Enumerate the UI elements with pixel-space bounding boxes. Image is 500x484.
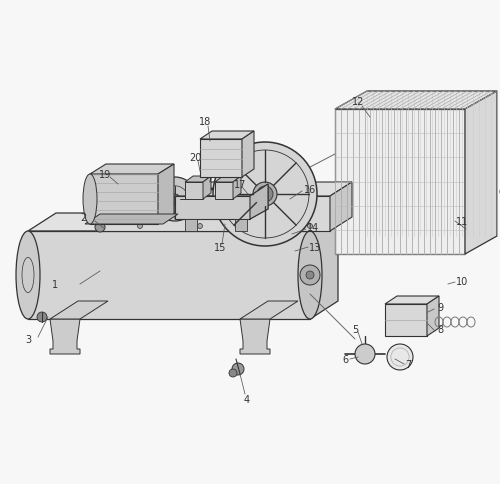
Polygon shape	[250, 184, 268, 220]
Text: 3: 3	[25, 334, 31, 344]
Polygon shape	[465, 92, 497, 255]
Text: 13: 13	[309, 242, 321, 253]
Polygon shape	[185, 220, 197, 231]
Circle shape	[302, 212, 308, 217]
Circle shape	[37, 312, 47, 322]
Circle shape	[232, 363, 244, 375]
Circle shape	[257, 187, 273, 203]
Text: 14: 14	[307, 223, 319, 232]
Text: 6: 6	[342, 354, 348, 364]
Polygon shape	[235, 220, 247, 231]
Text: 20: 20	[189, 152, 201, 163]
Polygon shape	[28, 231, 310, 319]
Polygon shape	[185, 182, 203, 199]
Text: 16: 16	[304, 184, 316, 195]
Polygon shape	[50, 319, 80, 354]
Circle shape	[229, 369, 237, 377]
Polygon shape	[240, 302, 298, 319]
Polygon shape	[200, 132, 254, 140]
Circle shape	[198, 224, 202, 229]
Polygon shape	[100, 182, 352, 197]
Circle shape	[306, 272, 314, 279]
Polygon shape	[215, 182, 233, 199]
Polygon shape	[233, 177, 241, 199]
Circle shape	[253, 182, 277, 207]
Polygon shape	[90, 175, 158, 225]
Polygon shape	[185, 177, 211, 182]
Polygon shape	[427, 296, 439, 336]
Text: 5: 5	[352, 324, 358, 334]
Polygon shape	[85, 214, 178, 225]
Polygon shape	[215, 177, 241, 182]
Polygon shape	[175, 184, 268, 220]
Polygon shape	[335, 92, 497, 110]
Circle shape	[267, 212, 273, 217]
Text: 19: 19	[99, 170, 111, 180]
Polygon shape	[385, 296, 439, 304]
Text: 1: 1	[52, 279, 58, 289]
Circle shape	[308, 224, 312, 229]
Circle shape	[95, 223, 105, 232]
Text: 15: 15	[214, 242, 226, 253]
Ellipse shape	[16, 231, 40, 319]
Polygon shape	[335, 110, 465, 255]
Polygon shape	[200, 140, 242, 178]
Circle shape	[355, 344, 375, 364]
Polygon shape	[242, 132, 254, 178]
Polygon shape	[330, 182, 352, 231]
Text: 12: 12	[352, 97, 364, 107]
Text: 17: 17	[234, 180, 246, 190]
Circle shape	[217, 212, 223, 217]
Polygon shape	[28, 213, 338, 231]
Text: 18: 18	[199, 117, 211, 127]
Polygon shape	[100, 197, 330, 231]
Polygon shape	[310, 213, 338, 319]
Circle shape	[210, 152, 220, 163]
Polygon shape	[90, 165, 174, 175]
Polygon shape	[203, 177, 211, 199]
Circle shape	[387, 344, 413, 370]
Polygon shape	[175, 197, 250, 220]
Text: 11: 11	[456, 216, 468, 227]
Circle shape	[153, 178, 197, 222]
Text: 9: 9	[437, 302, 443, 312]
Text: 4: 4	[244, 394, 250, 404]
Ellipse shape	[298, 231, 322, 319]
Polygon shape	[240, 319, 270, 354]
Text: 7: 7	[405, 359, 411, 369]
Circle shape	[258, 224, 262, 229]
Text: 2: 2	[80, 212, 86, 223]
Polygon shape	[385, 304, 427, 336]
Polygon shape	[50, 302, 108, 319]
Circle shape	[172, 212, 178, 217]
Circle shape	[127, 212, 133, 217]
Text: 8: 8	[437, 324, 443, 334]
Circle shape	[170, 195, 180, 205]
Circle shape	[300, 265, 320, 286]
Ellipse shape	[83, 175, 97, 225]
Circle shape	[213, 143, 317, 246]
Text: 10: 10	[456, 276, 468, 287]
Circle shape	[138, 224, 142, 229]
Polygon shape	[158, 165, 174, 225]
